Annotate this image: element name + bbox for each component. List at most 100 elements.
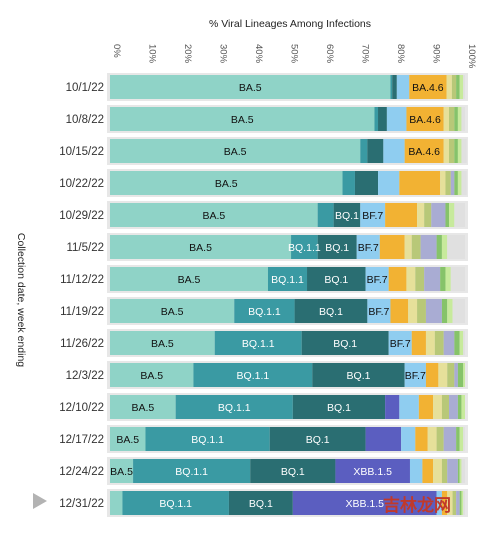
bar-segment bbox=[463, 491, 465, 515]
segment-label: BQ.1 bbox=[324, 274, 348, 286]
date-label: 12/24/22 bbox=[59, 466, 104, 478]
segment-label: BQ.1 bbox=[347, 370, 371, 382]
segment-label: BQ.1.1 bbox=[242, 338, 275, 350]
bar-segment bbox=[427, 427, 437, 451]
bar-segment bbox=[441, 491, 448, 515]
segment-label: BA.5 bbox=[224, 146, 247, 158]
bar-segment bbox=[383, 139, 405, 163]
bar-segment bbox=[365, 427, 402, 451]
bar-segment bbox=[360, 203, 386, 227]
bar-segment bbox=[463, 363, 465, 387]
bar-segment bbox=[409, 459, 423, 483]
bar-segment bbox=[399, 395, 419, 419]
date-label: 11/26/22 bbox=[60, 338, 104, 350]
bar-segment bbox=[378, 107, 387, 131]
bar-segment bbox=[457, 107, 462, 131]
segment-label: BQ.1.1 bbox=[191, 434, 224, 446]
bar-segment bbox=[457, 171, 462, 195]
bar-segment bbox=[420, 235, 437, 259]
bar-segment bbox=[433, 395, 442, 419]
bar-segment bbox=[459, 75, 464, 99]
x-tick-label: 50% bbox=[289, 44, 300, 64]
bar-segment bbox=[292, 491, 437, 515]
x-tick-label: 60% bbox=[324, 44, 335, 64]
bar-segment bbox=[443, 427, 457, 451]
bar-segment bbox=[342, 171, 355, 195]
bar-segment bbox=[378, 171, 400, 195]
bar-segment bbox=[294, 299, 368, 323]
bar-segment bbox=[454, 107, 458, 131]
bar-segment bbox=[418, 395, 434, 419]
date-label: 11/12/22 bbox=[60, 274, 104, 286]
bar-segment bbox=[110, 363, 194, 387]
segment-label: BQ.1.1 bbox=[237, 370, 270, 382]
bar-rows: 10/1/22 10/8/22 10/15/22 10/22/22 10/29/22 11… bbox=[59, 73, 468, 517]
bar-segment bbox=[269, 427, 366, 451]
segment-label: BA.5 bbox=[140, 370, 163, 382]
bar-segment bbox=[441, 395, 450, 419]
x-tick-label: 20% bbox=[182, 44, 193, 64]
x-tick-label: 10% bbox=[147, 44, 158, 64]
bar-segment bbox=[390, 299, 409, 323]
bar-segment bbox=[133, 459, 251, 483]
bar-segment bbox=[454, 331, 460, 355]
bar-segment bbox=[122, 491, 229, 515]
x-tick-label: 70% bbox=[360, 44, 371, 64]
bar-segment bbox=[388, 267, 407, 291]
date-label: 11/5/22 bbox=[66, 242, 104, 254]
bar-segment bbox=[457, 363, 464, 387]
bar-segment bbox=[406, 107, 444, 131]
segment-label: BQ.1.1 bbox=[175, 466, 208, 478]
segment-label: BA.5 bbox=[178, 274, 201, 286]
x-tick-label: 90% bbox=[431, 44, 442, 64]
watermark-text: 吉林龙网 bbox=[383, 495, 451, 516]
bar-segment bbox=[267, 267, 308, 291]
bar-segment bbox=[461, 171, 467, 195]
segment-label: BQ.1.1 bbox=[288, 242, 321, 254]
x-tick-label: 30% bbox=[218, 44, 229, 64]
bar-segment bbox=[434, 331, 444, 355]
bar-segment bbox=[443, 331, 455, 355]
bar-segment bbox=[446, 75, 452, 99]
x-tick-label: 0% bbox=[111, 44, 122, 58]
segment-label: BA.5 bbox=[116, 434, 139, 446]
bar-segment bbox=[401, 427, 416, 451]
bar-segment bbox=[110, 267, 268, 291]
bar-segment bbox=[404, 235, 412, 259]
bar-segment bbox=[459, 427, 464, 451]
bar-segment bbox=[396, 75, 410, 99]
bar-segment bbox=[459, 491, 462, 515]
bar-segment bbox=[110, 235, 292, 259]
segment-label: BF.7 bbox=[368, 306, 389, 318]
bar-segment bbox=[447, 491, 453, 515]
bar-segment bbox=[385, 395, 400, 419]
bar-segment bbox=[425, 363, 439, 387]
bar-segment bbox=[408, 299, 418, 323]
segment-label: BQ.1.1 bbox=[248, 306, 281, 318]
bar-segment bbox=[417, 203, 425, 227]
segment-label: BA.5 bbox=[215, 178, 238, 190]
bar-segment bbox=[436, 491, 442, 515]
bar-segment bbox=[110, 491, 123, 515]
bar-segment bbox=[441, 299, 448, 323]
bar-segment bbox=[440, 171, 446, 195]
bar-segment bbox=[450, 171, 455, 195]
date-label: 12/3/22 bbox=[66, 370, 104, 382]
x-tick-label: 100% bbox=[466, 44, 477, 69]
bar-segment bbox=[110, 427, 146, 451]
bar-segment bbox=[461, 139, 467, 163]
bar-segment bbox=[110, 395, 176, 419]
segment-label: BQ.1 bbox=[335, 210, 359, 222]
bar-segment bbox=[390, 75, 393, 99]
bar-segment bbox=[459, 459, 462, 483]
bar-segment bbox=[385, 203, 418, 227]
bar-segment bbox=[457, 139, 462, 163]
bar-segment bbox=[461, 107, 465, 131]
segment-label: BA.5 bbox=[239, 82, 262, 94]
bar-segment bbox=[367, 299, 391, 323]
bar-segment bbox=[110, 171, 343, 195]
bar-segment bbox=[110, 107, 375, 131]
bar-segment bbox=[145, 427, 270, 451]
bar-segment bbox=[415, 427, 428, 451]
